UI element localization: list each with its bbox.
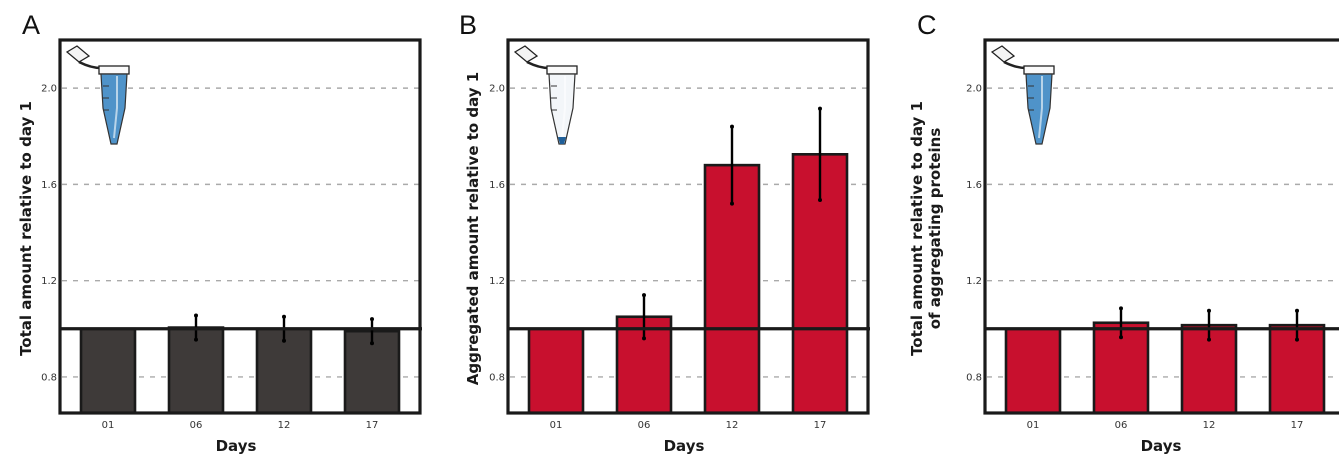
y-axis-label: of aggregating proteins (926, 128, 944, 330)
y-axis-label: Aggregated amount relative to day 1 (464, 72, 482, 385)
tube-rim (1023, 65, 1055, 75)
pellet-tube-icon (513, 45, 578, 145)
error-cap (194, 337, 198, 342)
tube-highlight (561, 76, 566, 139)
y-tick-label: 0.8 (41, 372, 57, 383)
bar (615, 315, 673, 415)
error-cap (1295, 337, 1299, 342)
tube-rim (98, 65, 130, 75)
panel-letter: B (459, 10, 477, 40)
error-cap (1119, 306, 1123, 311)
x-tick-label: 12 (278, 420, 291, 431)
error-cap (194, 313, 198, 318)
y-axis-label: Total amount relative to day 1 (17, 101, 35, 356)
panel-letter: C (917, 10, 937, 40)
y-tick-label: 1.6 (966, 180, 982, 191)
full-blue-tube-icon (65, 45, 130, 145)
tube-lid (65, 45, 91, 63)
chart-panel-b: B 0.8 1.2 1.6 2.0 01 06 12 17 Days Aggregated amou… (459, 10, 870, 455)
y-tick-label: 2.0 (966, 84, 982, 95)
x-tick-label: 01 (1027, 420, 1040, 431)
error-cap (1207, 337, 1211, 342)
tube-body (1025, 73, 1053, 145)
tube-body (100, 73, 128, 145)
tube-pellet (558, 137, 566, 144)
x-tick-label: 06 (190, 420, 203, 431)
x-axis-label: Days (664, 437, 705, 455)
x-tick-label: 01 (102, 420, 115, 431)
y-tick-label: 2.0 (489, 84, 505, 95)
error-cap (1295, 308, 1299, 313)
y-tick-label: 0.8 (489, 372, 505, 383)
x-axis-label: Days (1141, 437, 1182, 455)
x-tick-label: 12 (1203, 420, 1216, 431)
error-cap (1119, 335, 1123, 340)
chart-panel-a: A 0.8 1.2 1.6 2.0 01 06 12 17 Days Total amount re… (17, 10, 422, 455)
y-tick-label: 1.2 (489, 276, 505, 287)
error-cap (370, 317, 374, 322)
y-tick-label: 1.6 (41, 180, 57, 191)
x-tick-label: 06 (638, 420, 651, 431)
error-cap (282, 338, 286, 343)
tube-hinge (78, 60, 102, 70)
y-tick-label: 0.8 (966, 372, 982, 383)
plot-frame (983, 38, 1339, 415)
tube-highlight (1038, 76, 1043, 139)
x-tick-label: 17 (814, 420, 827, 431)
bar (167, 326, 225, 415)
panel-letter: A (22, 10, 40, 40)
y-tick-label: 2.0 (41, 84, 57, 95)
x-tick-label: 06 (1115, 420, 1128, 431)
tube-rim (546, 65, 578, 75)
full-blue-tube-icon (990, 45, 1055, 145)
chart-panel-c: C 0.8 1.2 1.6 2.0 01 06 12 17 Days Total amount re… (908, 10, 1339, 455)
bar (79, 327, 137, 415)
error-cap (642, 293, 646, 298)
bar (1004, 327, 1062, 415)
bar (527, 327, 585, 415)
tube-lid (513, 45, 539, 63)
error-cap (370, 341, 374, 346)
y-tick-label: 1.6 (489, 180, 505, 191)
x-tick-label: 17 (1291, 420, 1304, 431)
x-tick-label: 17 (366, 420, 379, 431)
error-cap (818, 198, 822, 203)
error-cap (818, 106, 822, 111)
bar (703, 163, 761, 415)
error-cap (642, 336, 646, 341)
y-tick-label: 1.2 (966, 276, 982, 287)
y-tick-label: 1.2 (41, 276, 57, 287)
tube-hinge (526, 60, 550, 70)
error-cap (282, 314, 286, 319)
tube-lid (990, 45, 1016, 63)
x-axis-label: Days (216, 437, 257, 455)
x-tick-label: 01 (550, 420, 563, 431)
tube-highlight (113, 76, 118, 139)
plot-frame (506, 38, 870, 415)
y-axis-label: Total amount relative to day 1 (908, 101, 926, 356)
error-cap (730, 201, 734, 206)
error-cap (1207, 308, 1211, 313)
plot-frame (58, 38, 422, 415)
error-cap (730, 124, 734, 129)
x-tick-label: 12 (726, 420, 739, 431)
tube-body (548, 73, 576, 145)
tube-hinge (1003, 60, 1027, 70)
